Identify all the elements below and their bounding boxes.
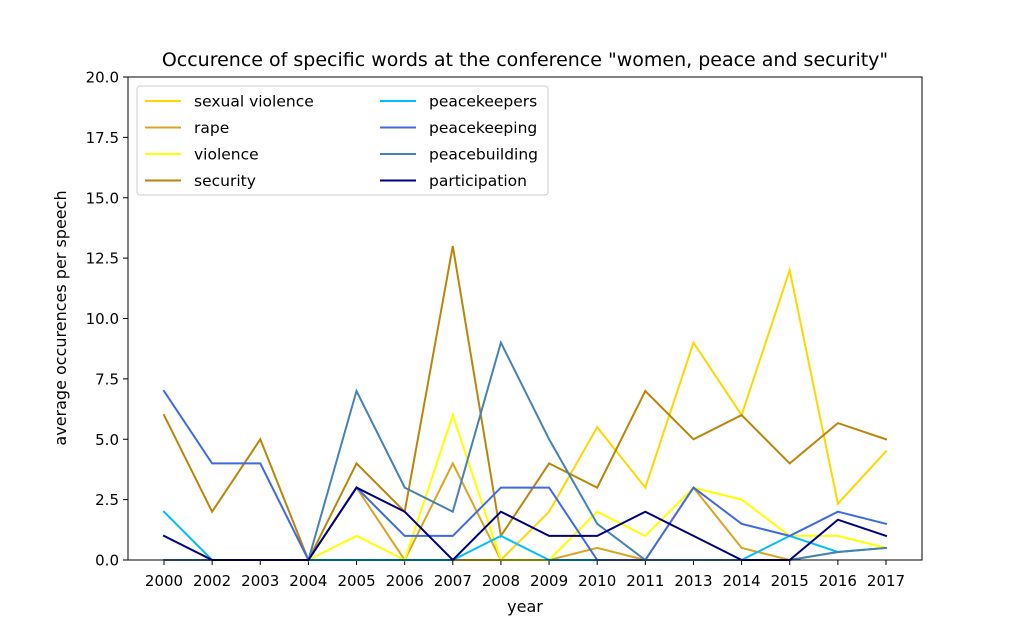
- y-tick-label: 15.0: [86, 189, 119, 207]
- x-tick-label: 2005: [337, 572, 375, 590]
- legend-item: rape: [145, 119, 229, 137]
- legend-item: peacebuilding: [380, 146, 538, 164]
- chart-title: Occurence of specific words at the confe…: [162, 49, 888, 71]
- x-tick-label: 2007: [434, 572, 472, 590]
- x-tick-label: 2010: [578, 572, 616, 590]
- y-tick-label: 17.5: [86, 129, 119, 147]
- x-tick-label: 2015: [771, 572, 809, 590]
- series-line-security: [162, 245, 888, 563]
- series-line-rape: [163, 461, 888, 562]
- x-tick-label: 2013: [674, 572, 712, 590]
- series-lines: [162, 245, 888, 563]
- x-tick-label: 2003: [241, 572, 279, 590]
- x-tick-label: 2014: [723, 572, 761, 590]
- x-axis-ticks: 2000 2002 2003 2004 2005 2006 2007 2008 2009 2010…: [145, 560, 905, 590]
- y-tick-label: 2.5: [95, 491, 119, 509]
- x-tick-label: 2004: [289, 572, 327, 590]
- y-tick-label: 10.0: [86, 310, 119, 328]
- legend-item: security: [145, 172, 256, 190]
- legend-label: rape: [194, 119, 229, 137]
- y-tick-label: 7.5: [95, 370, 119, 388]
- x-tick-label: 2009: [530, 572, 568, 590]
- y-tick-label: 20.0: [86, 69, 119, 87]
- y-axis-ticks: 0.0 2.5 5.0 7.5 10.0 12.5 15.0 17.5 20.0: [86, 69, 128, 570]
- series-line-sexual-violence: [163, 266, 888, 561]
- x-tick-label: 2016: [819, 572, 857, 590]
- legend-item: peacekeeping: [380, 119, 537, 137]
- legend-label: peacekeeping: [429, 119, 537, 137]
- legend-item: sexual violence: [145, 93, 314, 111]
- legend-item: violence: [145, 146, 259, 164]
- legend-label: participation: [429, 172, 527, 190]
- y-tick-label: 5.0: [95, 431, 119, 449]
- legend-label: peacebuilding: [429, 146, 538, 164]
- legend-label: sexual violence: [194, 93, 314, 111]
- legend-box: [136, 85, 549, 196]
- series-line-peacekeeping: [162, 389, 888, 562]
- legend: sexual violence rape violence security peace…: [136, 85, 549, 196]
- legend-item: peacekeepers: [380, 93, 537, 111]
- x-axis-label: year: [507, 597, 543, 616]
- x-tick-label: 2017: [867, 572, 905, 590]
- x-tick-label: 2006: [386, 572, 424, 590]
- y-tick-label: 0.0: [95, 552, 119, 570]
- x-tick-label: 2000: [145, 572, 183, 590]
- legend-label: peacekeepers: [429, 93, 537, 111]
- legend-item: participation: [380, 172, 527, 190]
- x-tick-label: 2011: [626, 572, 664, 590]
- x-tick-label: 2002: [193, 572, 231, 590]
- y-axis-label: average occurences per speech: [51, 190, 70, 445]
- plot-frame: [127, 76, 923, 561]
- legend-label: security: [194, 172, 256, 190]
- legend-label: violence: [194, 146, 259, 164]
- x-tick-label: 2008: [482, 572, 520, 590]
- y-tick-label: 12.5: [86, 250, 119, 268]
